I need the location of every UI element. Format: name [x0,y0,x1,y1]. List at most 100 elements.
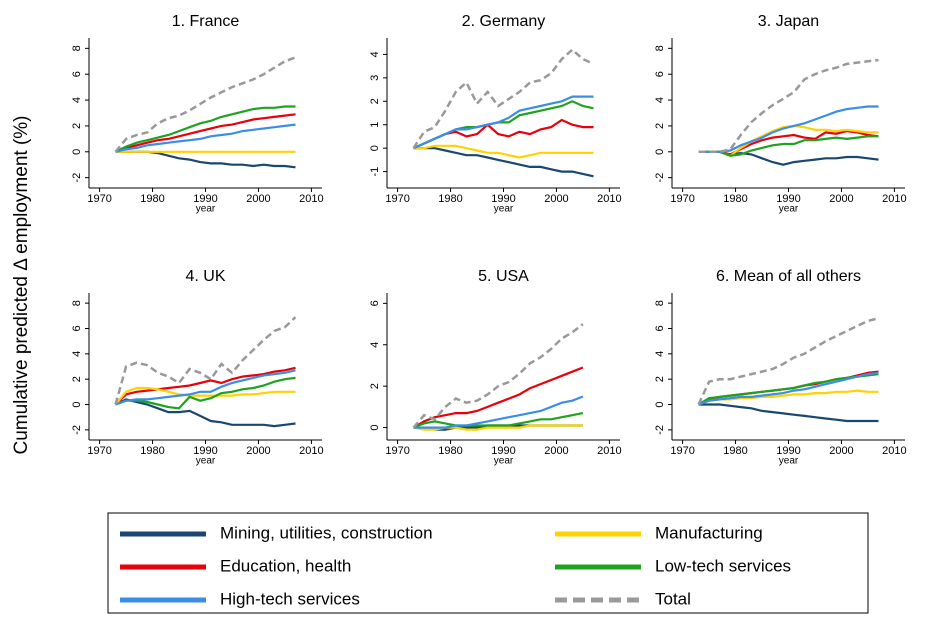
y-tick-label: 2 [369,383,381,389]
x-tick-label: 1970 [670,193,694,205]
x-tick-label: 1980 [438,445,462,457]
x-tick-label: 2010 [597,193,621,205]
chart-title: 2. Germany [462,13,546,30]
y-tick-label: 2 [654,376,666,382]
y-tick-label: 0 [654,149,666,155]
y-tick-label: -2 [654,173,666,183]
series-line [114,56,296,153]
y-tick-label: 8 [71,45,83,51]
y-tick-label: 4 [369,342,381,348]
x-tick-label: 1990 [491,445,515,457]
x-tick-label: 1970 [385,445,409,457]
x-tick-label: 2000 [544,445,568,457]
legend-box [107,512,869,614]
x-tick-label: 2000 [544,193,568,205]
chart-title: 4. UK [185,268,225,285]
y-axis-label: Cumulative predicted Δ employment (%) [11,116,32,455]
y-tick-label: 6 [369,300,381,306]
y-tick-label: 6 [654,325,666,331]
x-tick-label: 1970 [87,193,111,205]
x-tick-label: 1990 [491,193,515,205]
y-tick-label: 0 [369,145,381,151]
y-tick-label: -2 [71,173,83,183]
x-tick-label: 1980 [723,445,747,457]
x-tick-label: 1990 [776,193,800,205]
x-tick-label: 2010 [882,445,906,457]
x-tick-label: 1970 [87,445,111,457]
x-tick-label: 1980 [438,193,462,205]
series-line [698,58,879,154]
series-line [698,105,879,153]
series-line [698,135,879,157]
series-line [114,386,296,406]
y-tick-label: 0 [654,401,666,407]
y-tick-label: 2 [71,376,83,382]
y-tick-label: 2 [654,123,666,129]
legend-label: High-tech services [220,589,360,608]
y-tick-label: 0 [71,401,83,407]
chart-title: 1. France [172,13,240,30]
y-tick-label: 8 [71,300,83,306]
series-line [413,95,594,150]
series-line [115,105,296,153]
series-line [413,118,594,150]
x-tick-label: 2010 [882,193,906,205]
x-axis-label: year [494,204,514,215]
x-tick-label: 1990 [193,193,217,205]
x-tick-label: 1990 [193,445,217,457]
series-line [114,316,297,405]
y-tick-label: -2 [71,425,83,435]
series-line [115,369,296,406]
x-axis-label: year [196,456,216,467]
legend-label: Education, health [220,556,351,575]
y-tick-label: 1 [369,122,381,128]
y-tick-label: 2 [71,123,83,129]
series-line [114,366,296,406]
chart-title: 6. Mean of all others [716,268,861,285]
chart-title: 5. USA [478,268,529,285]
x-tick-label: 2010 [299,193,323,205]
x-tick-label: 1970 [385,193,409,205]
legend-label: Mining, utilities, construction [220,523,433,542]
series-line [413,100,594,150]
series-line [413,395,584,429]
series-line [115,398,296,428]
series-line [115,376,296,410]
series-line [413,144,594,159]
x-tick-label: 1980 [723,193,747,205]
y-tick-label: 4 [71,97,83,103]
y-tick-label: 6 [71,71,83,77]
y-tick-label: 2 [369,98,381,104]
x-tick-label: 2000 [829,445,853,457]
y-tick-label: -1 [369,167,381,177]
series-line [698,371,879,406]
x-axis-label: year [779,204,799,215]
y-tick-label: 4 [71,351,83,357]
y-tick-label: 0 [369,425,381,431]
series-line [413,412,584,429]
chart-title: 3. Japan [758,13,819,30]
x-axis-label: year [494,456,514,467]
x-tick-label: 1980 [140,193,164,205]
x-axis-label: year [196,204,216,215]
x-tick-label: 1980 [140,445,164,457]
y-tick-label: 4 [369,51,381,57]
series-line [412,323,584,429]
y-tick-label: 4 [654,351,666,357]
y-tick-label: 6 [654,71,666,77]
series-line [698,403,879,423]
legend-label: Total [655,589,691,608]
x-tick-label: 2000 [246,193,270,205]
y-tick-label: 6 [71,325,83,331]
legend-label: Low-tech services [655,556,791,575]
y-tick-label: 8 [654,45,666,51]
x-tick-label: 2000 [246,445,270,457]
series-line [115,123,296,153]
series-line [115,113,296,153]
series-line [412,48,595,149]
x-axis-label: year [779,456,799,467]
y-tick-label: 3 [369,75,381,81]
y-tick-label: -2 [654,425,666,435]
series-line [115,150,296,169]
